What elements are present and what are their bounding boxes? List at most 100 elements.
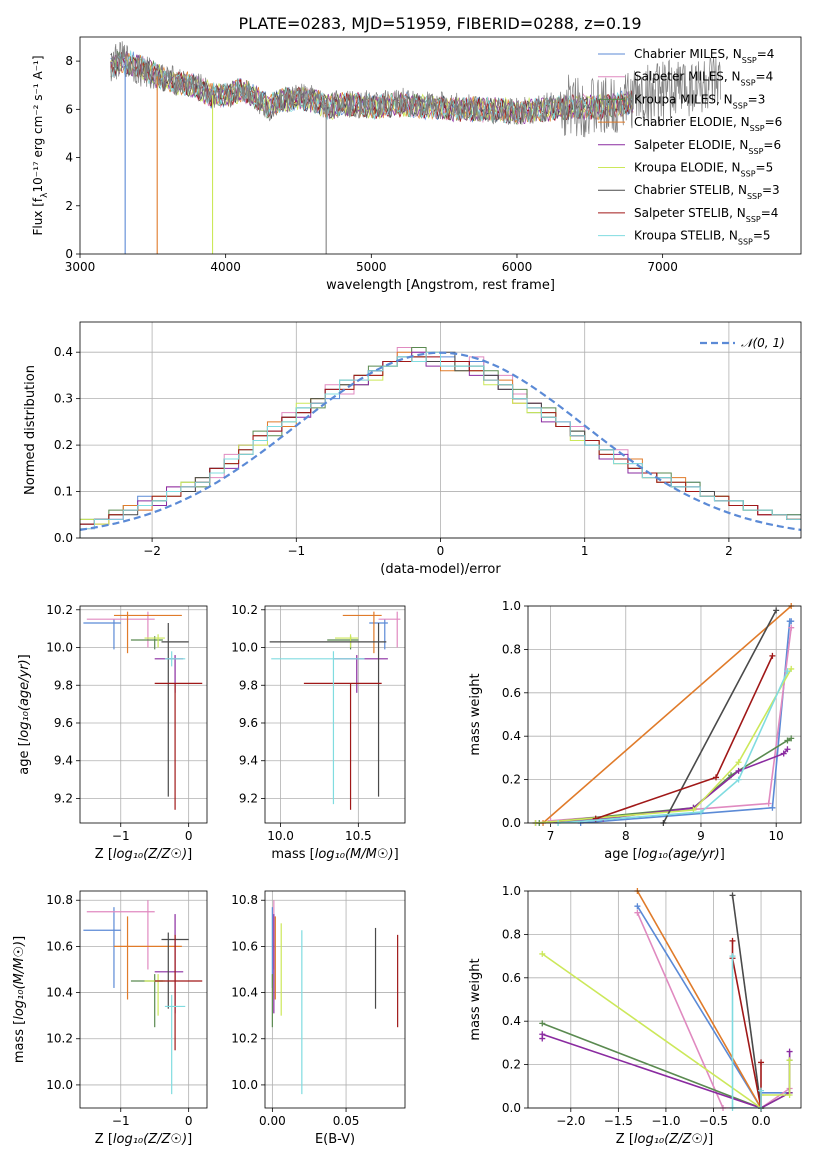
residuals-panel: −2 −1 0 1 2 0.0 0.1 0.2 0.3 0.4 (data-model)/error… bbox=[23, 321, 802, 577]
x-tick-label: −2.0 bbox=[556, 1114, 585, 1128]
axes-frame bbox=[79, 890, 208, 1109]
y-axis-label: Normed distribution bbox=[23, 365, 38, 495]
label-part: Kroupa MILES, N bbox=[634, 92, 733, 106]
weight-marker bbox=[784, 668, 791, 675]
weight-line bbox=[539, 737, 792, 823]
label-part: ] bbox=[708, 1132, 713, 1147]
y-tick-label: 0.8 bbox=[502, 927, 521, 941]
weight-marker bbox=[784, 746, 791, 753]
legend-entry: Chabrier ELODIE, NSSP=6 bbox=[634, 115, 782, 133]
weight-marker bbox=[713, 774, 720, 781]
weight-line bbox=[731, 940, 762, 1108]
y-tick-label: 10.2 bbox=[231, 1032, 258, 1046]
spectrum-panel: 3000 4000 5000 6000 7000 0 2 4 6 8 wavelength [Ang… bbox=[31, 36, 802, 293]
x-tick-label: −0.5 bbox=[699, 1114, 728, 1128]
weight-marker bbox=[765, 800, 772, 807]
label-part: SSP bbox=[742, 56, 757, 65]
x-axis-label: age [log₁₀(age/yr)] bbox=[604, 847, 725, 862]
label-part: log₁₀(M/M☉) bbox=[315, 847, 394, 862]
x-tick-label: 10 bbox=[769, 829, 784, 843]
y-tick-label: 9.8 bbox=[54, 678, 73, 692]
weight-marker bbox=[788, 618, 795, 625]
label-part: Salpeter MILES, N bbox=[634, 70, 741, 84]
x-tick-label: 0.0 bbox=[752, 1114, 771, 1128]
y-tick-label: 0.3 bbox=[54, 392, 73, 406]
y-tick-label: 10.8 bbox=[231, 893, 258, 907]
y-tick-label: 0.0 bbox=[502, 816, 521, 830]
weight-marker bbox=[735, 759, 742, 766]
x-tick-label: 4000 bbox=[210, 260, 241, 274]
label-part: ] bbox=[12, 936, 27, 941]
y-tick-label: 0.0 bbox=[54, 531, 73, 545]
weight-marker bbox=[735, 776, 742, 783]
label-part: mass weight bbox=[468, 673, 483, 755]
weight-line bbox=[535, 668, 792, 823]
y-axis-label: age [log₁₀(age/yr)] bbox=[17, 654, 32, 775]
label-part: Chabrier MILES, N bbox=[634, 47, 742, 61]
label-part: SSP bbox=[741, 78, 756, 87]
weight-marker bbox=[634, 903, 641, 910]
label-part: log₁₀(Z/Z☉) bbox=[113, 1132, 187, 1147]
label-part: =5 bbox=[756, 161, 774, 175]
mass-vs-Z-panel: −1 010.010.210.410.610.8Z [log₁₀(Z/Z☉)]ma… bbox=[12, 890, 208, 1147]
y-tick-label: 9.8 bbox=[239, 678, 258, 692]
y-tick-label: 9.4 bbox=[239, 754, 258, 768]
label-part: 10⁻¹⁷ erg cm⁻² s⁻¹ A⁻¹] bbox=[31, 55, 45, 192]
y-tick-label: 1.0 bbox=[502, 599, 521, 613]
weight-marker bbox=[773, 607, 780, 614]
y-tick-label: 0.4 bbox=[502, 729, 521, 743]
weight-line bbox=[558, 670, 789, 823]
label-part: mass [ bbox=[271, 847, 314, 862]
label-part: Kroupa STELIB, N bbox=[634, 229, 738, 243]
x-tick-label: 0 bbox=[185, 1114, 193, 1128]
y-tick-label: 9.2 bbox=[54, 791, 73, 805]
axes-frame bbox=[527, 890, 802, 1109]
x-tick-label: −1 bbox=[112, 829, 130, 843]
x-tick-label: 6000 bbox=[502, 260, 533, 274]
x-tick-label: 0 bbox=[185, 829, 193, 843]
x-tick-label: 0 bbox=[437, 544, 445, 558]
y-tick-label: 6 bbox=[65, 102, 73, 116]
label-part: SSP bbox=[750, 124, 765, 133]
x-tick-label: 2 bbox=[725, 544, 733, 558]
axes-frame bbox=[79, 605, 208, 824]
y-tick-label: 0.1 bbox=[54, 485, 73, 499]
y-tick-label: 10.6 bbox=[46, 939, 73, 953]
y-tick-label: 0 bbox=[65, 247, 73, 261]
y-tick-label: 10.2 bbox=[46, 1032, 73, 1046]
weight-marker bbox=[735, 767, 742, 774]
label-part: log₁₀(age/yr) bbox=[17, 659, 32, 741]
y-tick-label: 0.4 bbox=[502, 1014, 521, 1028]
label-part: ] bbox=[187, 1132, 192, 1147]
weight-marker bbox=[786, 1057, 793, 1064]
legend-entry: 𝒩(0, 1) bbox=[741, 336, 785, 350]
x-axis-label: Z [log₁₀(Z/Z☉)] bbox=[95, 1132, 192, 1147]
weight-marker bbox=[729, 953, 736, 960]
label-part: Chabrier STELIB, N bbox=[634, 183, 747, 197]
x-axis-label: E(B-V) bbox=[315, 1132, 355, 1147]
label-part: (data-model)/error bbox=[380, 562, 501, 577]
label-part: =4 bbox=[756, 70, 774, 84]
weight-marker bbox=[769, 652, 776, 659]
x-tick-label: −1.0 bbox=[651, 1114, 680, 1128]
y-tick-label: 10.8 bbox=[46, 893, 73, 907]
age-vs-Z-panel: −1 09.29.49.69.810.010.2Z [log₁₀(Z/Z☉)]ag… bbox=[17, 603, 208, 862]
label-part: λ bbox=[40, 192, 50, 198]
legend-entry: Kroupa ELODIE, NSSP=5 bbox=[634, 161, 773, 179]
legend-entry: Kroupa STELIB, NSSP=5 bbox=[634, 229, 771, 247]
x-axis-label: wavelength [Angstrom, rest frame] bbox=[326, 278, 555, 293]
label-part: ] bbox=[394, 847, 399, 862]
x-axis-label: Z [log₁₀(Z/Z☉)] bbox=[616, 1132, 713, 1147]
label-part: mass [ bbox=[12, 1020, 27, 1063]
weight-marker bbox=[769, 804, 776, 811]
x-tick-label: −1.5 bbox=[604, 1114, 633, 1128]
weight-line bbox=[662, 609, 777, 823]
label-part: Flux [f bbox=[31, 197, 45, 235]
legend-entry: Salpeter MILES, NSSP=4 bbox=[634, 70, 773, 88]
weight-line bbox=[731, 895, 762, 1108]
weight-line bbox=[580, 620, 792, 823]
label-part: Z [ bbox=[95, 847, 113, 862]
label-part: Salpeter ELODIE, N bbox=[634, 138, 748, 152]
